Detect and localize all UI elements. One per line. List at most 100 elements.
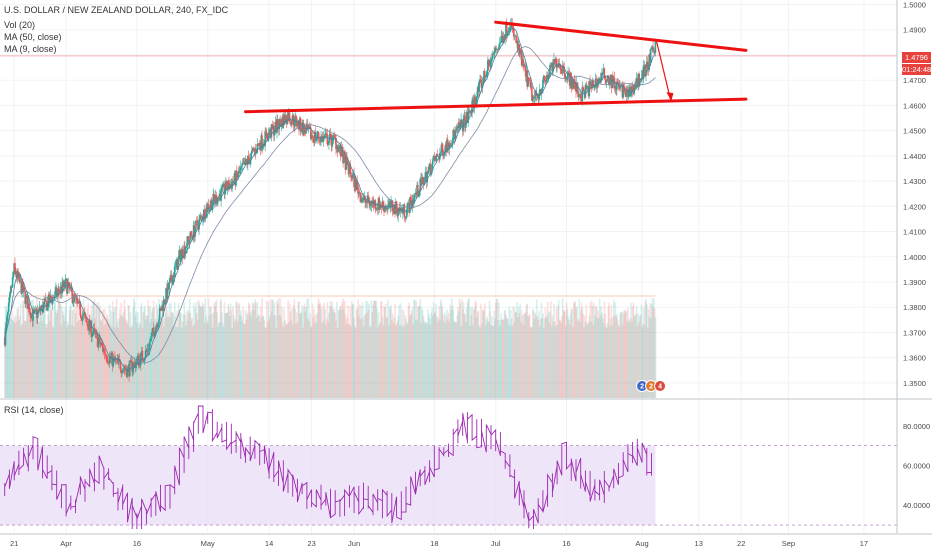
indicator-ma-slow[interactable]: MA (50, close) (4, 32, 62, 42)
volume-bar (512, 306, 514, 398)
volume-bar (329, 301, 332, 398)
volume-bar (645, 298, 647, 398)
candle-body (181, 249, 184, 259)
volume-bar (354, 327, 357, 398)
candle-body (154, 327, 157, 334)
indicator-volume[interactable]: Vol (20) (4, 20, 36, 30)
volume-bar (262, 316, 264, 398)
candle-body (255, 152, 258, 154)
volume-bar (496, 298, 499, 398)
volume-bar (357, 299, 359, 398)
volume-bar (568, 323, 571, 398)
volume-bar (458, 298, 461, 398)
candle-body (194, 229, 196, 237)
volume-bar (467, 299, 470, 398)
rsi-line (4, 405, 652, 529)
volume-bar (543, 318, 546, 398)
candle-body (61, 282, 63, 294)
volume-bar (18, 320, 20, 398)
volume-bar (587, 321, 590, 398)
price-tick-label: 1.3700 (903, 328, 926, 337)
volume-bar (489, 310, 492, 398)
volume-bar (280, 306, 283, 398)
volume-bar (360, 305, 363, 398)
volume-bar (55, 310, 57, 398)
volume-bar (260, 317, 263, 398)
volume-bar (495, 299, 498, 398)
candle-body (335, 137, 337, 149)
candle-body (185, 247, 188, 248)
volume-bar (540, 302, 543, 398)
candle-body (343, 151, 345, 163)
volume-bar (284, 324, 287, 398)
volume-bar (67, 324, 70, 398)
candle-body (605, 81, 608, 83)
volume-bar (124, 308, 127, 398)
indicator-ma-fast[interactable]: MA (9, close) (4, 44, 57, 54)
time-tick-label: Aug (635, 539, 648, 548)
volume-bar (52, 327, 55, 398)
volume-bar (177, 303, 180, 398)
volume-bar (54, 302, 56, 398)
volume-bar (485, 319, 488, 398)
volume-bar (478, 325, 481, 398)
volume-bar (335, 320, 337, 398)
volume-bar (595, 305, 598, 398)
volume-bar (378, 324, 381, 398)
candle-body (312, 137, 314, 138)
volume-bar (501, 319, 503, 398)
volume-bar (42, 304, 45, 398)
candle-body (72, 301, 74, 304)
candle-body (102, 345, 104, 352)
candle-body (295, 116, 297, 118)
volume-bar (605, 327, 608, 398)
volume-bar (561, 316, 563, 398)
volume-bar (198, 302, 200, 398)
symbol-title[interactable]: U.S. DOLLAR / NEW ZEALAND DOLLAR, 240, F… (4, 5, 229, 15)
volume-bar (269, 315, 271, 398)
volume-bar (594, 315, 596, 398)
candle-body (18, 274, 21, 283)
volume-bar (297, 302, 300, 398)
volume-bar (333, 308, 336, 398)
candle-body (168, 282, 170, 290)
volume-bar (201, 302, 204, 398)
candle-body (140, 352, 142, 366)
volume-bar (13, 317, 16, 398)
volume-bar (325, 324, 327, 398)
volume-bar (647, 309, 650, 398)
volume-bar (654, 317, 657, 398)
volume-bar (200, 306, 203, 398)
candle-body (252, 148, 255, 150)
volume-bar (594, 307, 597, 398)
candle-body (506, 31, 509, 36)
candle-body (397, 212, 399, 217)
candle-body (126, 367, 129, 377)
volume-bar (561, 298, 564, 398)
volume-bar (502, 319, 504, 398)
candle-body (442, 155, 445, 157)
candle-body (577, 92, 580, 97)
volume-bar (355, 309, 358, 398)
candle-body (157, 323, 159, 328)
candle-body (76, 298, 78, 302)
volume-bar (309, 313, 311, 398)
volume-bar (215, 299, 218, 398)
volume-bar (424, 323, 426, 398)
volume-bar (29, 306, 32, 398)
volume-bar (445, 315, 448, 398)
volume-bar (628, 322, 631, 398)
volume-bar (430, 312, 433, 398)
candle-body (568, 72, 570, 74)
volume-bar (573, 303, 576, 398)
volume-bar (96, 327, 99, 398)
volume-bar (567, 316, 569, 398)
volume-bar (624, 309, 626, 398)
volume-bar (341, 301, 344, 398)
volume-bar (234, 319, 237, 398)
candle-body (84, 314, 86, 316)
candle-body (536, 93, 539, 95)
indicator-rsi[interactable]: RSI (14, close) (4, 405, 64, 415)
volume-bar (406, 323, 408, 398)
